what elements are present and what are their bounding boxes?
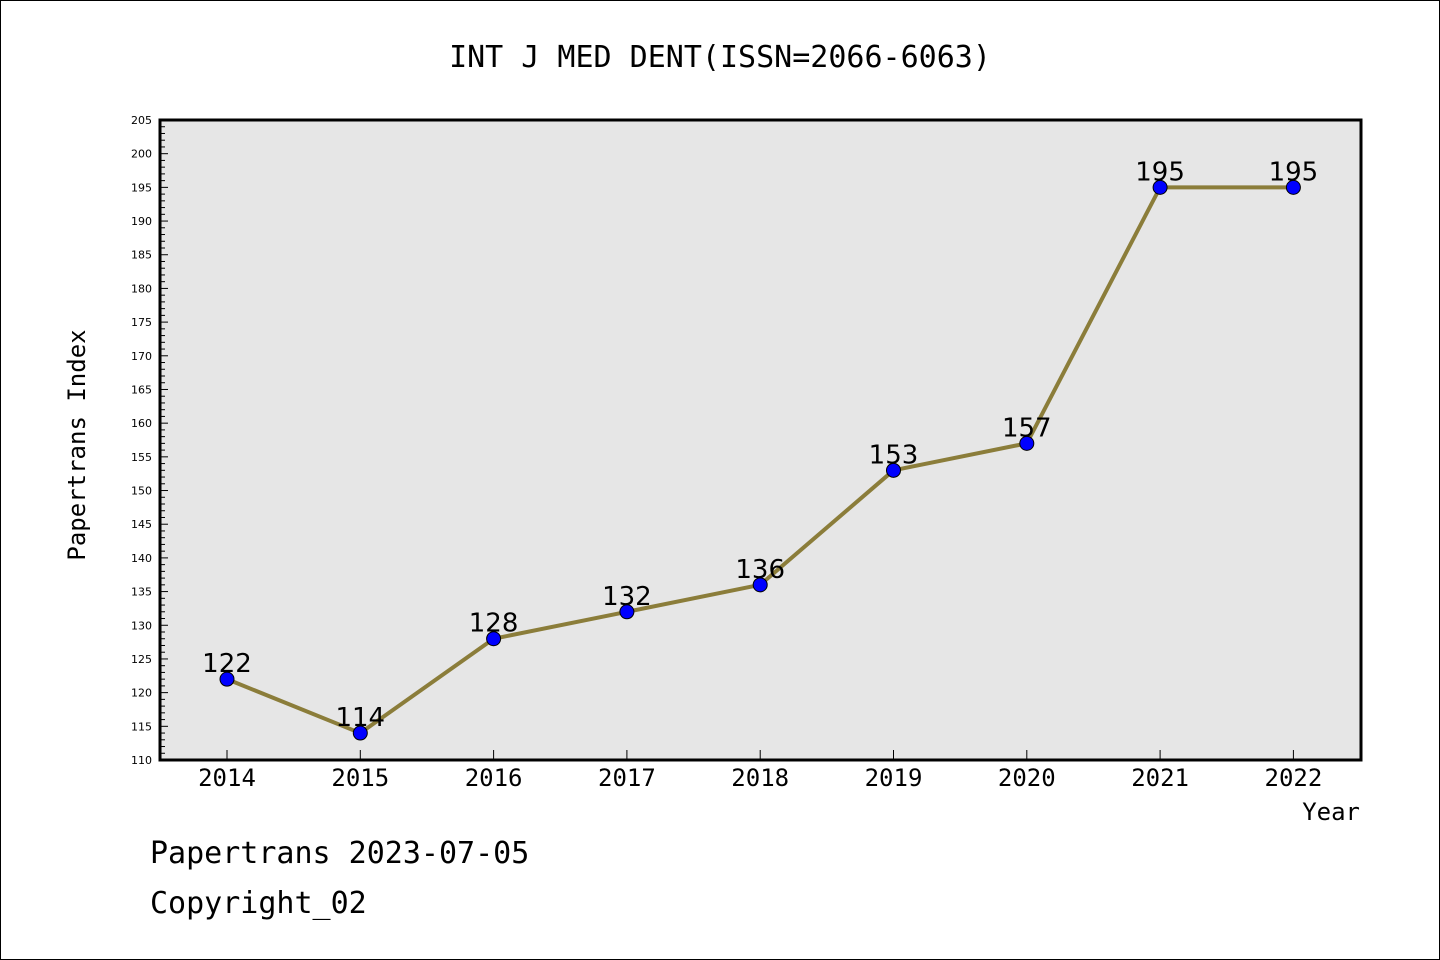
y-tick-label: 195 [131,181,152,194]
x-tick-label: 2015 [331,764,389,792]
data-label: 157 [1002,413,1052,443]
series-layer: 122 114 128 132 136 153 157 195 195 [202,157,1319,741]
chart-title: INT J MED DENT(ISSN=2066-6063) [449,40,991,75]
data-label: 195 [1269,157,1319,187]
data-point [219,671,235,687]
x-tick-label: 2021 [1131,764,1189,792]
data-label: 136 [735,555,785,585]
y-tick-label: 190 [131,215,152,228]
y-tick-label: 175 [131,316,152,329]
data-label: 132 [602,582,652,612]
x-axis-label: Year [1302,798,1360,826]
footer-date: Papertrans 2023-07-05 [150,836,530,871]
y-axis-label: Papertrans Index [63,329,91,560]
plot-area [158,118,1363,762]
data-label: 128 [469,609,519,639]
y-tick-label: 205 [131,114,152,127]
x-tick-label: 2018 [731,764,789,792]
footer-copyright: Copyright_02 [150,886,367,921]
data-point [886,462,901,478]
y-tick-label: 185 [131,249,152,262]
y-tick-label: 120 [131,687,152,700]
data-label: 195 [1135,157,1185,187]
data-point [619,604,635,620]
y-tick-label: 160 [131,417,152,430]
y-tick-label: 115 [131,720,152,733]
data-label: 122 [202,649,252,679]
data-point [1285,179,1301,195]
data-point [486,631,502,647]
y-tick-label: 155 [131,451,152,464]
x-tick-label: 2016 [465,764,523,792]
y-tick-label: 200 [131,148,152,161]
y-tick-label: 165 [131,383,152,396]
x-axis: 2014 2015 2016 2017 2018 2019 2020 2021 2022 [198,750,1322,792]
y-tick-label: 150 [131,485,152,498]
data-label: 114 [335,703,385,733]
y-tick-label: 145 [131,518,152,531]
y-tick-label: 130 [131,619,152,632]
y-tick-label: 140 [131,552,152,565]
data-point [352,725,368,741]
data-point [752,577,768,593]
y-tick-label: 170 [131,350,152,363]
data-point [1019,435,1035,451]
x-tick-label: 2019 [865,764,923,792]
data-point [1152,179,1168,195]
data-label: 153 [869,440,919,470]
x-tick-label: 2020 [998,764,1056,792]
y-tick-label: 125 [131,653,152,666]
y-tick-label: 180 [131,282,152,295]
x-tick-label: 2017 [598,764,656,792]
y-tick-label: 135 [131,586,152,599]
x-tick-label: 2014 [198,764,256,792]
y-axis: 110 115 120 125 130 135 140 145 150 155 160 165 170 1… [131,114,168,767]
y-tick-label: 110 [131,754,152,767]
x-tick-label: 2022 [1265,764,1323,792]
